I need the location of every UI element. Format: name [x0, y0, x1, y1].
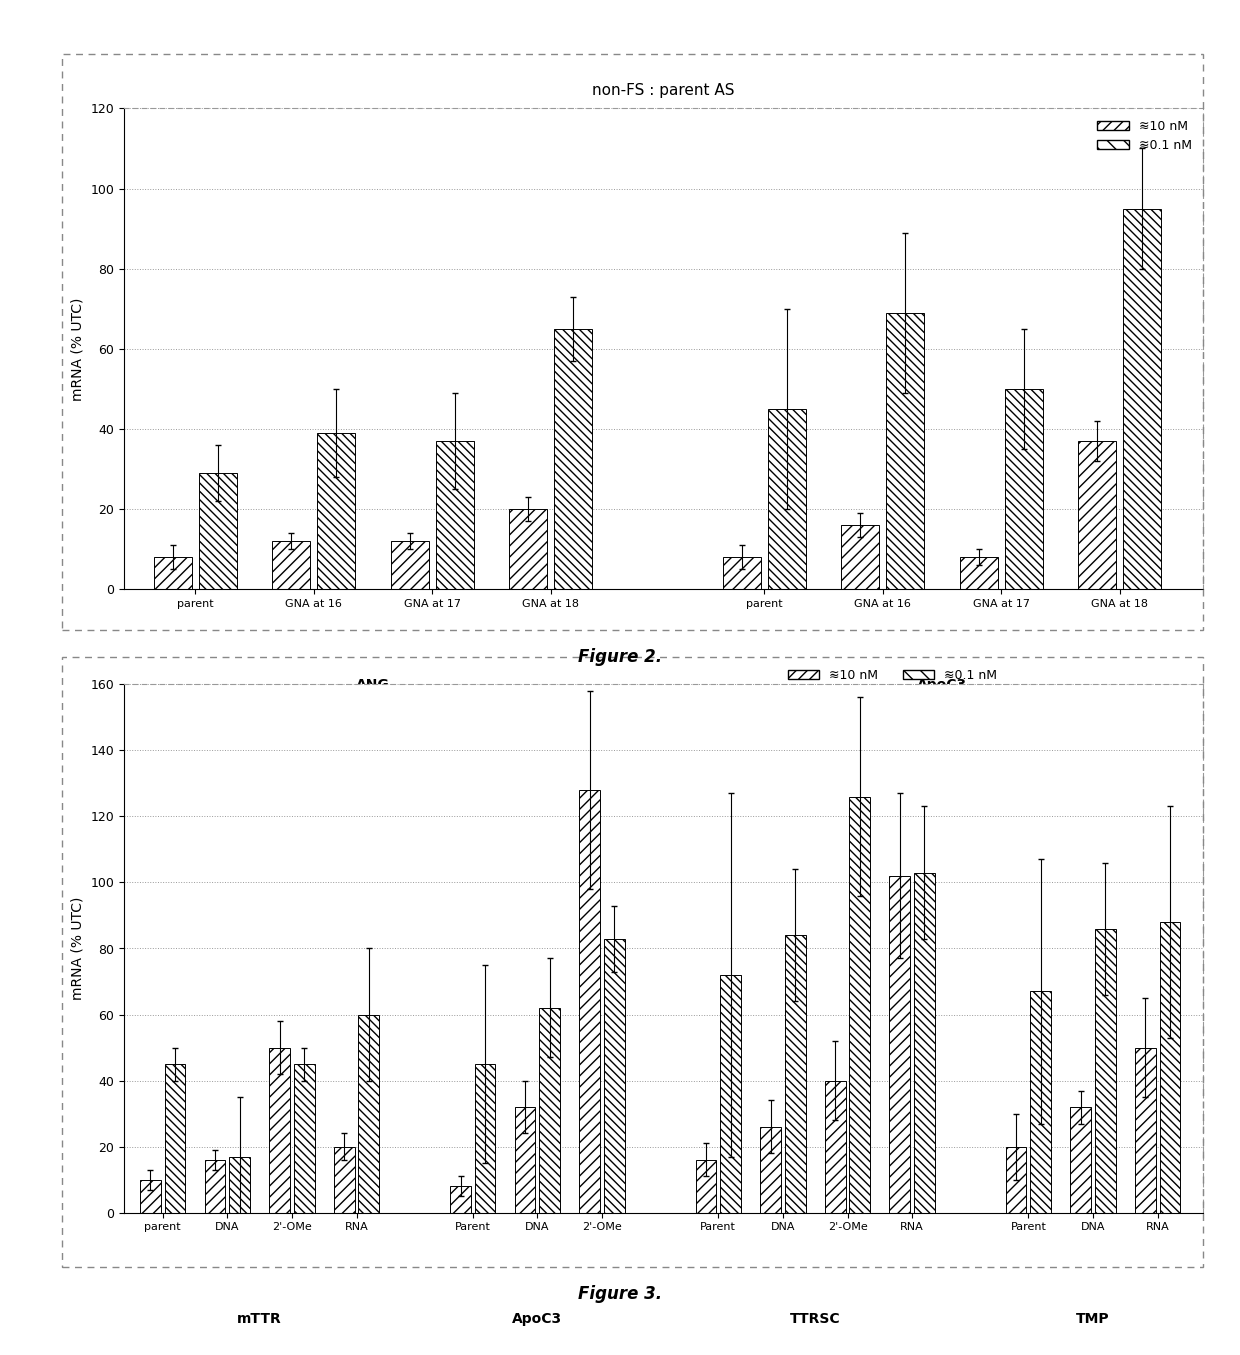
Bar: [825, 1081, 846, 1213]
Text: mTTR: mTTR: [237, 1312, 281, 1325]
Text: ANG: ANG: [356, 678, 389, 691]
Bar: [604, 939, 625, 1213]
Bar: [1159, 921, 1180, 1213]
Bar: [960, 557, 998, 589]
Bar: [914, 873, 935, 1213]
Bar: [317, 434, 355, 589]
Bar: [720, 976, 742, 1213]
Bar: [1004, 389, 1043, 589]
Bar: [1079, 442, 1116, 589]
Text: TTRSC: TTRSC: [790, 1312, 841, 1325]
Text: Figure 2.: Figure 2.: [578, 648, 662, 665]
Bar: [889, 875, 910, 1213]
Bar: [391, 542, 429, 589]
Bar: [1030, 992, 1052, 1213]
Bar: [334, 1146, 355, 1213]
Bar: [1095, 928, 1116, 1213]
Text: ApoC3: ApoC3: [512, 1312, 563, 1325]
Bar: [358, 1015, 379, 1213]
Bar: [579, 790, 600, 1213]
Legend: ≋10 nM, ≋0.1 nM: ≋10 nM, ≋0.1 nM: [1092, 115, 1197, 157]
Bar: [205, 1160, 226, 1213]
Bar: [554, 329, 593, 589]
Bar: [887, 313, 924, 589]
Bar: [723, 557, 760, 589]
Bar: [760, 1127, 781, 1213]
Bar: [515, 1107, 536, 1213]
Text: Figure 3.: Figure 3.: [578, 1285, 662, 1302]
Bar: [165, 1064, 185, 1213]
Bar: [229, 1157, 250, 1213]
Title: non-FS : parent AS: non-FS : parent AS: [593, 83, 734, 98]
Bar: [1135, 1047, 1156, 1213]
Bar: [841, 526, 879, 589]
Bar: [198, 473, 237, 589]
Bar: [450, 1187, 471, 1213]
Bar: [696, 1160, 717, 1213]
Y-axis label: mRNA (% UTC): mRNA (% UTC): [71, 897, 84, 1000]
Bar: [785, 935, 806, 1213]
Y-axis label: mRNA (% UTC): mRNA (% UTC): [71, 297, 84, 401]
Text: TMP: TMP: [1076, 1312, 1110, 1325]
Bar: [435, 442, 474, 589]
Bar: [1123, 209, 1162, 589]
Legend: ≋10 nM, ≋0.1 nM: ≋10 nM, ≋0.1 nM: [782, 664, 1002, 687]
Bar: [273, 542, 310, 589]
Bar: [539, 1008, 560, 1213]
Bar: [294, 1064, 315, 1213]
Text: ApoC3: ApoC3: [916, 678, 967, 691]
Bar: [154, 557, 191, 589]
Bar: [849, 797, 870, 1213]
Bar: [768, 409, 806, 589]
Bar: [475, 1064, 496, 1213]
Bar: [1070, 1107, 1091, 1213]
Bar: [140, 1180, 161, 1213]
Bar: [269, 1047, 290, 1213]
Bar: [1006, 1146, 1027, 1213]
Bar: [510, 509, 547, 589]
